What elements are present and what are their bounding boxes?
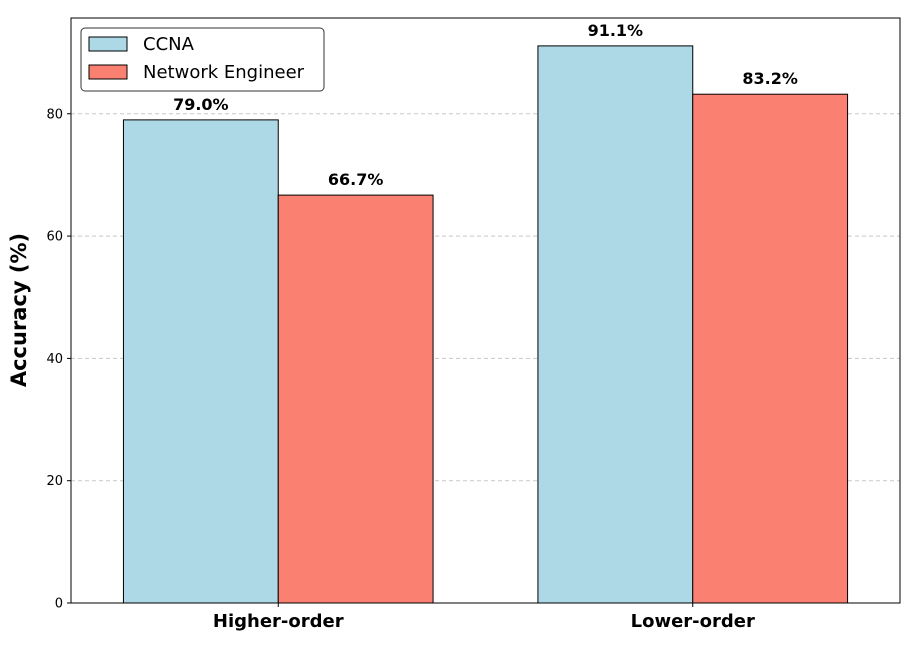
- legend-label: Network Engineer: [143, 62, 305, 83]
- grid-lines: [71, 113, 900, 482]
- legend-box: [80, 27, 325, 92]
- bar: [537, 45, 694, 604]
- bar: [692, 93, 849, 604]
- x-tick-label: Higher-order: [213, 611, 344, 632]
- data-label: 66.7%: [328, 170, 384, 189]
- legend-swatch: [88, 36, 128, 52]
- y-tick-label: 80: [46, 107, 63, 122]
- legend-swatch: [88, 64, 128, 80]
- y-tick-label: 60: [46, 230, 63, 245]
- y-tick-label: 0: [55, 597, 63, 612]
- y-tick-label: 40: [46, 352, 63, 367]
- x-axis: Higher-order Lower-order: [213, 603, 755, 632]
- y-tick-label: 20: [46, 474, 63, 489]
- data-label: 79.0%: [173, 95, 229, 114]
- x-tick-label: Lower-order: [631, 611, 755, 632]
- y-axis: 0 20 40 60 80: [46, 107, 71, 612]
- legend-label: CCNA: [143, 34, 195, 55]
- data-label: 91.1%: [588, 21, 644, 40]
- plot-frame: [70, 17, 901, 604]
- y-axis-title: Accuracy (%): [7, 233, 31, 387]
- bar: [277, 194, 434, 604]
- data-labels: 79.0% 66.7% 91.1% 83.2%: [173, 21, 798, 189]
- legend: CCNA Network Engineer: [80, 27, 325, 92]
- bars: [122, 45, 849, 604]
- data-label: 83.2%: [742, 69, 798, 88]
- bar: [122, 119, 279, 604]
